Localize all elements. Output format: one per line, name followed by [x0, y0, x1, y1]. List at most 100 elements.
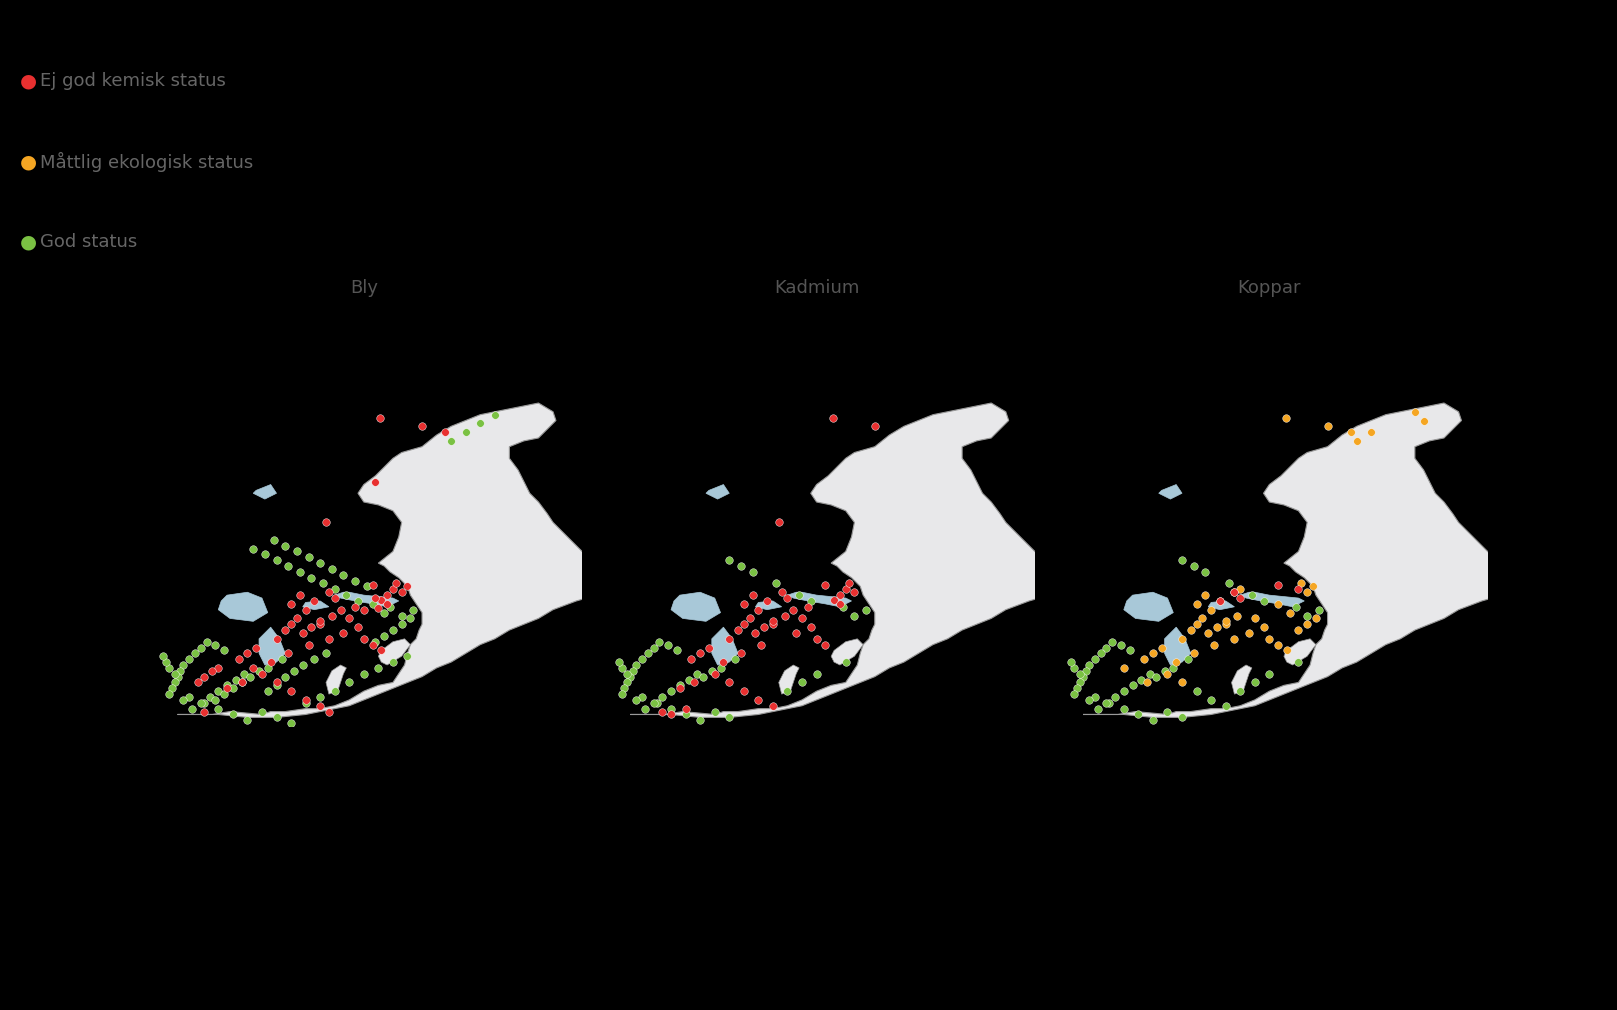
Point	[1103, 689, 1129, 705]
Point	[1108, 636, 1134, 652]
Point	[205, 701, 231, 717]
Point	[388, 607, 414, 623]
Point	[1277, 605, 1303, 621]
Point	[191, 695, 217, 711]
Point	[749, 636, 775, 652]
Point	[635, 645, 661, 662]
Text: God status: God status	[40, 233, 137, 251]
Point	[679, 651, 705, 668]
Point	[278, 683, 304, 699]
Point	[1059, 654, 1085, 671]
Point	[359, 596, 385, 612]
Point	[310, 576, 336, 592]
Polygon shape	[1159, 485, 1182, 499]
Text: ●: ●	[19, 72, 37, 90]
Point	[716, 552, 742, 569]
Point	[611, 680, 637, 696]
Point	[1221, 584, 1247, 600]
Point	[1358, 424, 1384, 440]
Point	[238, 669, 264, 685]
Point	[640, 639, 666, 655]
Point	[640, 695, 666, 711]
Point	[1250, 593, 1276, 609]
Point	[1155, 666, 1180, 682]
Point	[1227, 683, 1253, 699]
Point	[781, 602, 807, 618]
Text: ●: ●	[19, 233, 37, 251]
Point	[372, 605, 398, 621]
Point	[315, 630, 341, 646]
Point	[623, 692, 648, 708]
Point	[264, 630, 289, 646]
Point	[278, 715, 304, 731]
Point	[608, 660, 634, 676]
Point	[745, 602, 771, 618]
Point	[1410, 412, 1436, 428]
Point	[362, 590, 388, 606]
Point	[395, 579, 420, 595]
Point	[272, 622, 298, 638]
Point	[687, 712, 713, 728]
Point	[658, 683, 684, 699]
Polygon shape	[755, 601, 781, 610]
Point	[841, 584, 867, 600]
Point	[1256, 666, 1282, 682]
Point	[1184, 616, 1210, 632]
Point	[194, 633, 220, 649]
Point	[702, 704, 728, 720]
Point	[836, 576, 862, 592]
Point	[731, 596, 757, 612]
Point	[768, 584, 794, 600]
Point	[369, 642, 395, 659]
Point	[367, 410, 393, 426]
Point	[632, 701, 658, 717]
Point	[395, 648, 420, 665]
Point	[812, 577, 838, 593]
Point	[319, 561, 344, 577]
Point	[344, 593, 370, 609]
Point	[1303, 610, 1329, 626]
Point	[1088, 645, 1114, 662]
Point	[212, 642, 238, 659]
Point	[723, 651, 749, 668]
Point	[299, 619, 325, 635]
Point	[260, 531, 286, 547]
Point	[1198, 602, 1224, 618]
Point	[1221, 630, 1247, 646]
Point	[176, 651, 202, 668]
Polygon shape	[1208, 601, 1234, 610]
Point	[307, 616, 333, 632]
Point	[1096, 695, 1122, 711]
Point	[1286, 654, 1311, 671]
Polygon shape	[327, 665, 346, 694]
Point	[1294, 616, 1319, 632]
Point	[658, 706, 684, 722]
Point	[176, 689, 202, 705]
Point	[1282, 599, 1308, 615]
Point	[359, 636, 385, 652]
Point	[255, 660, 281, 676]
Point	[699, 663, 724, 679]
Point	[336, 610, 362, 626]
Point	[307, 689, 333, 705]
Point	[1169, 709, 1195, 725]
Point	[812, 636, 838, 652]
Point	[281, 663, 307, 679]
Point	[241, 660, 267, 676]
Point	[296, 549, 322, 566]
Point	[1082, 651, 1108, 668]
Point	[1148, 639, 1174, 655]
Point	[401, 602, 427, 618]
Point	[285, 543, 310, 560]
Point	[228, 675, 254, 691]
Point	[369, 592, 395, 608]
Point	[658, 701, 684, 717]
Point	[359, 577, 385, 593]
Polygon shape	[631, 403, 1058, 717]
Point	[833, 654, 859, 671]
Point	[666, 678, 692, 694]
Point	[614, 675, 640, 691]
Point	[286, 587, 312, 603]
Point	[1184, 596, 1210, 612]
Point	[351, 666, 377, 682]
